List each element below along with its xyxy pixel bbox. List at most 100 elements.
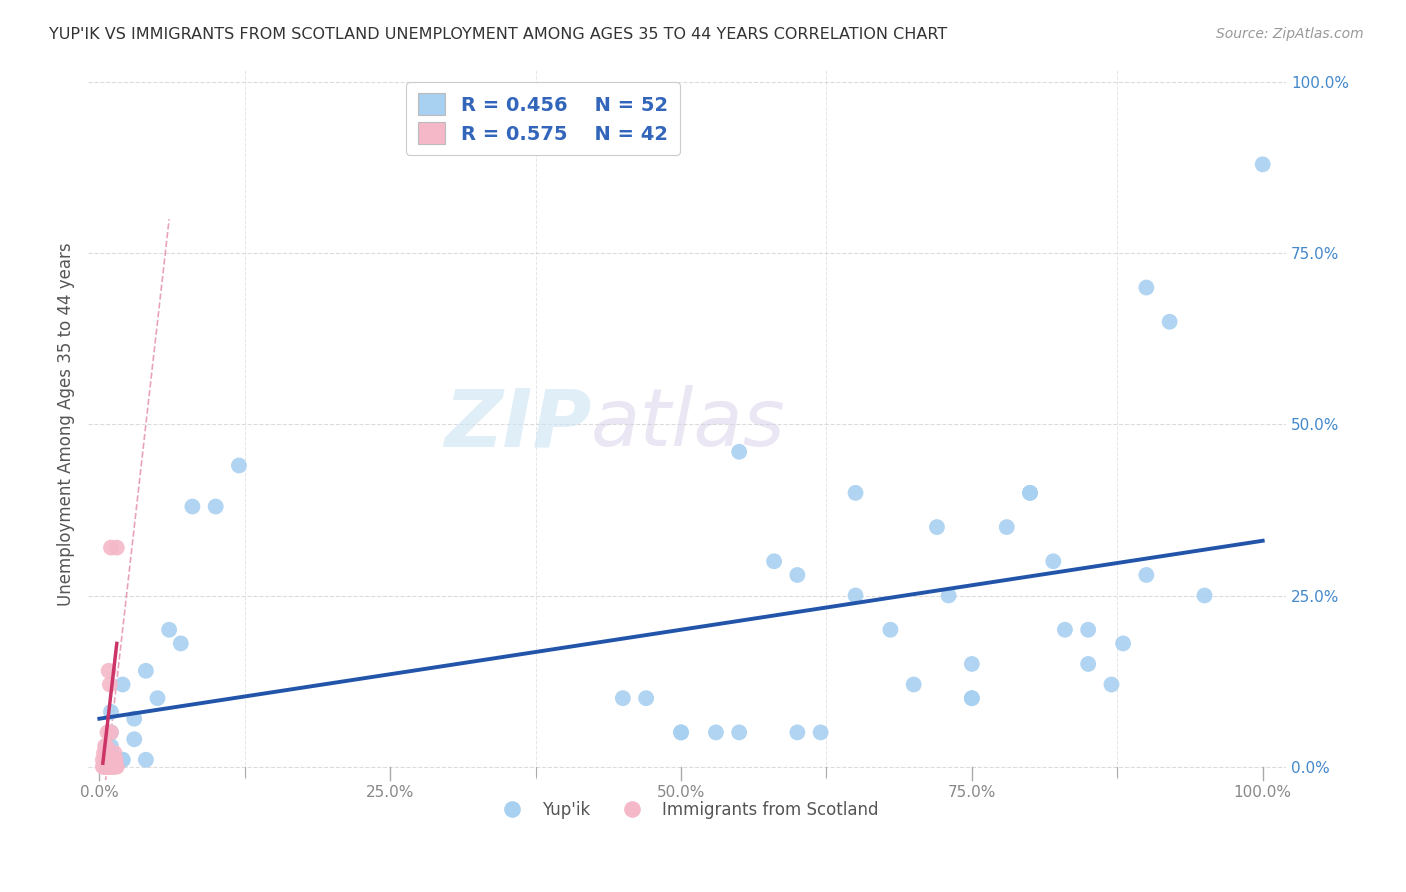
Point xyxy=(1053,623,1076,637)
Point xyxy=(94,739,117,753)
Point xyxy=(1135,280,1157,294)
Point xyxy=(100,746,122,760)
Text: ZIP: ZIP xyxy=(444,385,591,464)
Point xyxy=(96,759,118,773)
Point xyxy=(100,705,122,719)
Point xyxy=(135,753,157,767)
Point xyxy=(879,623,901,637)
Point xyxy=(93,746,115,760)
Point xyxy=(135,664,157,678)
Point xyxy=(97,753,120,767)
Point xyxy=(96,753,118,767)
Point xyxy=(97,759,120,773)
Point xyxy=(181,500,204,514)
Point xyxy=(728,725,751,739)
Point xyxy=(100,725,122,739)
Point xyxy=(844,589,866,603)
Point xyxy=(94,753,117,767)
Point xyxy=(100,759,122,773)
Point xyxy=(146,691,169,706)
Text: atlas: atlas xyxy=(591,385,786,464)
Point xyxy=(938,589,960,603)
Point xyxy=(669,725,692,739)
Point xyxy=(1135,568,1157,582)
Point xyxy=(98,759,121,773)
Point xyxy=(1159,315,1181,329)
Point xyxy=(1101,677,1123,691)
Y-axis label: Unemployment Among Ages 35 to 44 years: Unemployment Among Ages 35 to 44 years xyxy=(58,243,75,607)
Point xyxy=(636,691,658,706)
Point xyxy=(103,753,125,767)
Point xyxy=(111,753,134,767)
Point xyxy=(100,541,122,555)
Point xyxy=(94,753,117,767)
Point xyxy=(612,691,634,706)
Point xyxy=(103,753,125,767)
Point xyxy=(960,691,983,706)
Point xyxy=(903,677,925,691)
Point xyxy=(844,486,866,500)
Point xyxy=(98,759,121,773)
Point xyxy=(122,712,145,726)
Point xyxy=(704,725,727,739)
Point xyxy=(1112,636,1135,650)
Point xyxy=(111,753,134,767)
Point xyxy=(100,739,122,753)
Point xyxy=(93,759,115,773)
Point xyxy=(100,725,122,739)
Point xyxy=(103,753,125,767)
Point xyxy=(925,520,948,534)
Point xyxy=(96,725,118,739)
Point xyxy=(104,753,127,767)
Point xyxy=(101,759,124,773)
Point xyxy=(1019,486,1042,500)
Point xyxy=(728,444,751,458)
Point xyxy=(1194,589,1216,603)
Point xyxy=(960,657,983,671)
Point xyxy=(96,759,118,773)
Point xyxy=(111,677,134,691)
Point xyxy=(204,500,226,514)
Point xyxy=(103,759,125,773)
Point xyxy=(122,732,145,747)
Point xyxy=(91,753,114,767)
Point xyxy=(94,759,117,773)
Point xyxy=(786,725,808,739)
Point xyxy=(810,725,832,739)
Point xyxy=(104,759,127,773)
Point xyxy=(105,541,128,555)
Point xyxy=(96,759,118,773)
Point xyxy=(105,759,128,773)
Point xyxy=(786,568,808,582)
Point xyxy=(1019,486,1042,500)
Point xyxy=(1077,657,1099,671)
Legend: Yup'ik, Immigrants from Scotland: Yup'ik, Immigrants from Scotland xyxy=(489,794,884,825)
Point xyxy=(157,623,180,637)
Point xyxy=(96,759,118,773)
Point xyxy=(669,725,692,739)
Point xyxy=(91,759,114,773)
Text: YUP'IK VS IMMIGRANTS FROM SCOTLAND UNEMPLOYMENT AMONG AGES 35 TO 44 YEARS CORREL: YUP'IK VS IMMIGRANTS FROM SCOTLAND UNEMP… xyxy=(49,27,948,42)
Point xyxy=(100,753,122,767)
Point xyxy=(960,691,983,706)
Point xyxy=(96,739,118,753)
Point xyxy=(170,636,193,650)
Point xyxy=(93,759,115,773)
Point xyxy=(98,677,121,691)
Point xyxy=(100,759,122,773)
Point xyxy=(94,759,117,773)
Point xyxy=(1251,157,1274,171)
Point xyxy=(100,753,122,767)
Point xyxy=(96,746,118,760)
Point xyxy=(1077,623,1099,637)
Point xyxy=(228,458,250,473)
Point xyxy=(995,520,1018,534)
Point xyxy=(763,554,786,568)
Point xyxy=(97,664,120,678)
Point xyxy=(103,759,125,773)
Text: Source: ZipAtlas.com: Source: ZipAtlas.com xyxy=(1216,27,1364,41)
Point xyxy=(97,759,120,773)
Point xyxy=(1042,554,1064,568)
Point xyxy=(103,746,125,760)
Point xyxy=(101,753,124,767)
